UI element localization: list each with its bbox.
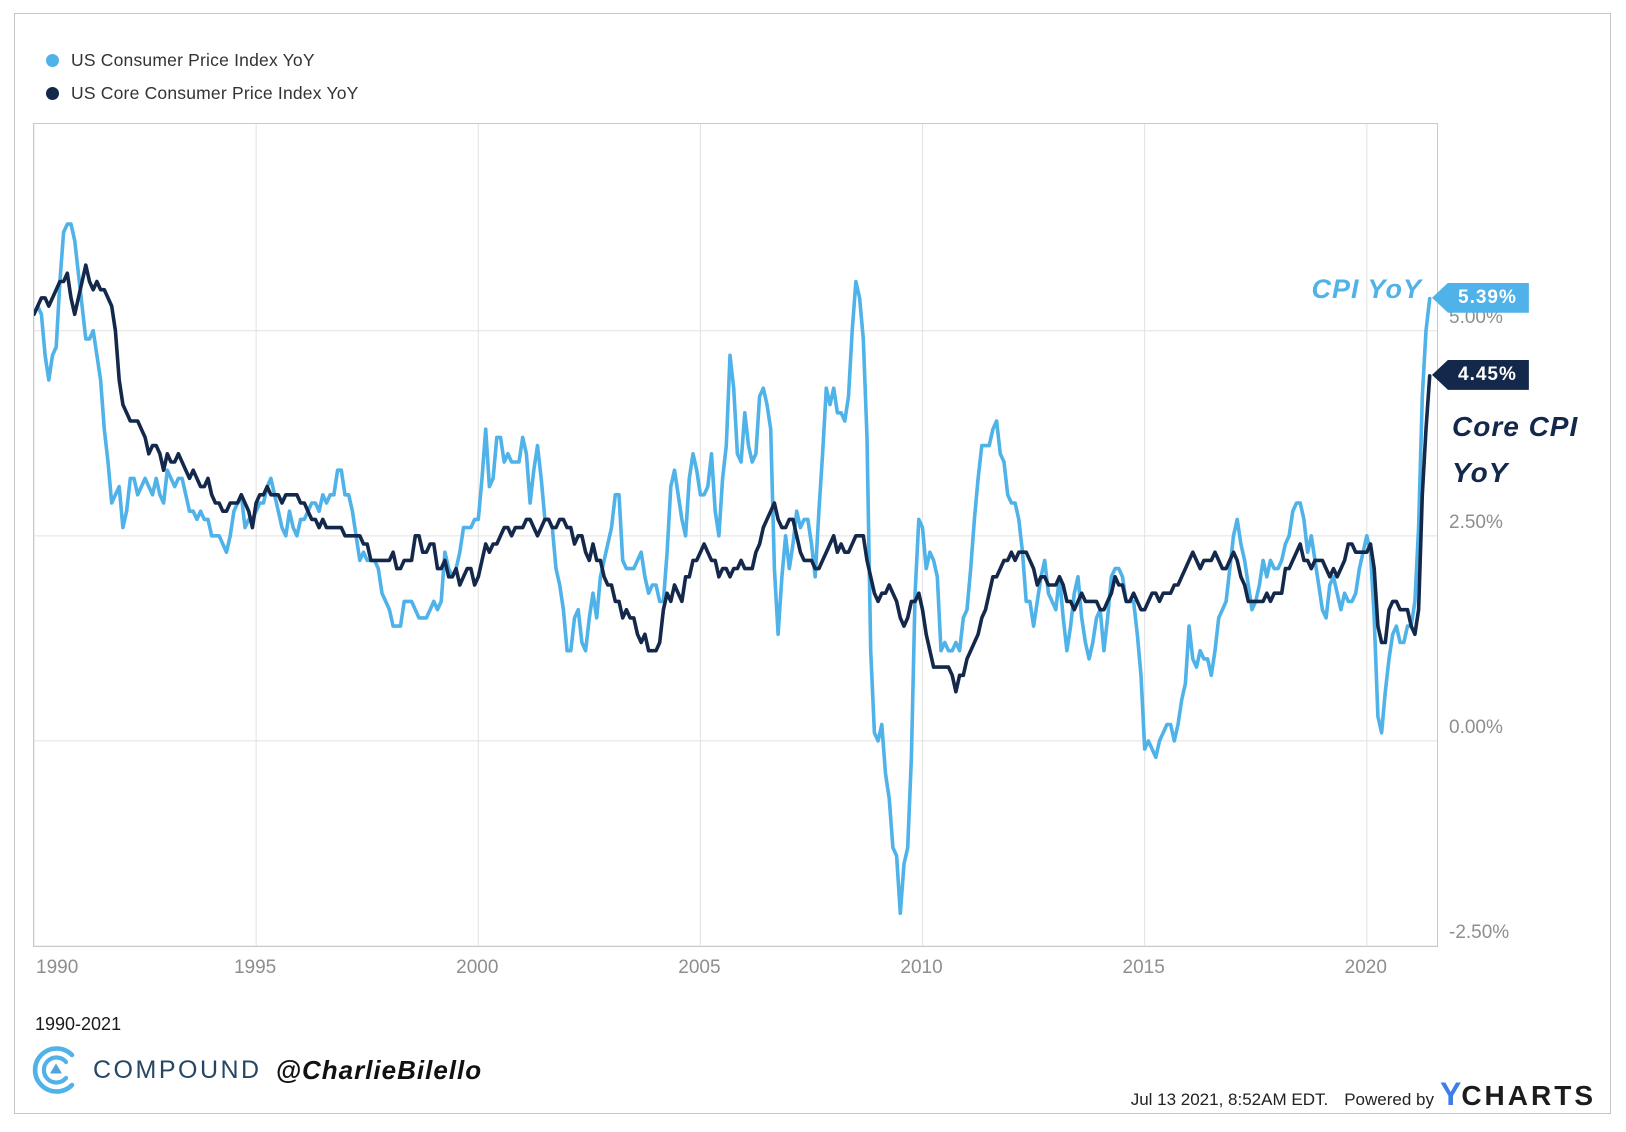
- timestamp: Jul 13 2021, 8:52AM EDT.: [1130, 1090, 1329, 1109]
- x-axis-tick-label: 2010: [900, 957, 943, 978]
- twitter-handle: @CharlieBilello: [275, 1054, 483, 1085]
- core-cpi-value-badge: 4.45%: [1432, 359, 1529, 390]
- core-cpi-callout-line2: YoY: [1452, 457, 1509, 488]
- powered-by-label: Powered by: [1344, 1090, 1434, 1109]
- compound-wordmark: COMPOUND: [93, 1055, 262, 1084]
- legend-label-core-cpi: US Core Consumer Price Index YoY: [71, 83, 359, 103]
- cpi-value-badge: 5.39%: [1432, 282, 1529, 313]
- footer-attribution: Jul 13 2021, 8:52AM EDT. Powered by YCHA…: [1131, 1076, 1596, 1113]
- plot-area: [33, 123, 1438, 947]
- ycharts-logo-charts: CHARTS: [1461, 1080, 1596, 1111]
- x-axis-tick-label: 1995: [233, 957, 277, 978]
- ycharts-logo-y: Y: [1439, 1076, 1462, 1112]
- y-axis-tick-label: 2.50%: [1449, 511, 1503, 533]
- legend-label-cpi: US Consumer Price Index YoY: [71, 50, 315, 70]
- legend-dot-cpi-icon: [46, 54, 59, 67]
- legend-dot-core-cpi-icon: [46, 87, 59, 100]
- date-range-note: 1990-2021: [35, 1014, 122, 1034]
- x-axis-tick-label: 1990: [36, 957, 79, 978]
- cpi-callout-label: CPI YoY: [1311, 274, 1422, 304]
- legend-item-cpi: US Consumer Price Index YoY: [46, 44, 359, 77]
- core-cpi-callout-label: Core CPI YoY: [1452, 404, 1578, 496]
- x-axis-tick-label: 2005: [678, 957, 721, 978]
- line-chart: [34, 124, 1437, 946]
- x-axis-tick-label: 2020: [1344, 957, 1387, 978]
- core-cpi-line-series: [34, 263, 1432, 694]
- y-axis-tick-label: -2.50%: [1449, 922, 1510, 943]
- legend-item-core-cpi: US Core Consumer Price Index YoY: [46, 77, 359, 110]
- compound-brand: COMPOUND @CharlieBilello: [31, 1044, 482, 1096]
- legend: US Consumer Price Index YoY US Core Cons…: [46, 44, 359, 110]
- core-cpi-callout-line1: Core CPI: [1452, 411, 1579, 442]
- y-axis-tick-label: 0.00%: [1449, 716, 1503, 738]
- ycharts-logo: YCHARTS: [1440, 1076, 1596, 1113]
- x-axis-tick-label: 2000: [456, 957, 499, 978]
- x-axis-tick-label: 2015: [1122, 957, 1165, 978]
- compound-logo-icon: [32, 1046, 75, 1094]
